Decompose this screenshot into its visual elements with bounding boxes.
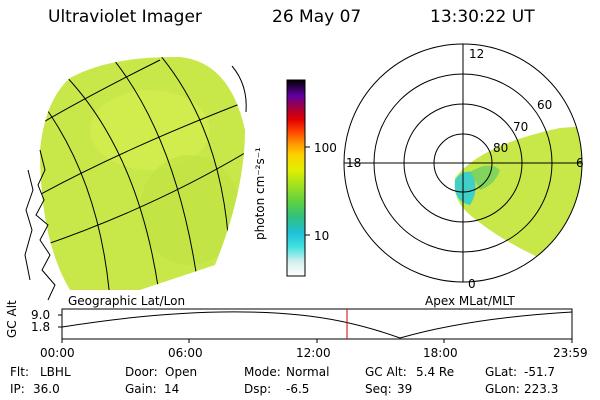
date-label: 26 May 07 [272,7,362,27]
altitude-ylabel: GC Alt [5,300,19,338]
status-seq-value: 39 [397,382,413,396]
altitude-curve [61,311,573,339]
status-gain-value: 14 [164,382,180,396]
status-flt-label: Flt: [10,365,29,379]
polar-mlt-6: 6 [576,156,584,170]
limb-arc [231,65,247,113]
altitude-ytick-high: 9.0 [31,308,51,322]
status-mode-label: Mode: [244,365,281,379]
time-tick-1200: 12:00 [296,346,331,360]
geographic-image [24,56,247,301]
status-ip-value: 36.0 [33,382,60,396]
polar-lat-80: 80 [493,141,509,155]
status-glon-value: 223.3 [524,382,559,396]
time-tick-0000: 00:00 [40,346,75,360]
status-seq-label: Seq: [365,382,392,396]
instrument-title: Ultraviolet Imager [48,7,202,27]
time-tick-1800: 18:00 [423,346,458,360]
status-ip-label: IP: [10,382,25,396]
polar-lat-60: 60 [537,98,553,112]
time-tick-2359: 23:59 [553,346,588,360]
coastline [35,149,56,301]
status-dsp-label: Dsp: [244,382,272,396]
colorbar-tick-100: 100 [314,141,337,155]
status-glat-value: -51.7 [524,365,556,379]
colorbar-tick-10: 10 [314,229,330,243]
colorbar-unit-label: photon cm⁻²s⁻¹ [253,147,267,240]
status-dsp-value: -6.5 [286,382,310,396]
polar-mlt-18: 18 [346,156,362,170]
status-gcalt-label: GC Alt: [365,365,407,379]
status-door-value: Open [165,365,198,379]
altitude-plot [58,308,573,343]
status-glon-label: GLon: [485,382,520,396]
status-gain-label: Gain: [125,382,157,396]
auroral-oval [454,125,582,259]
polar-mlt-0: 0 [468,277,476,291]
status-mode-value: Normal [286,365,330,379]
polar-lat-70: 70 [513,120,529,134]
status-door-label: Door: [125,365,158,379]
status-gcalt-value: 5.4 Re [416,365,455,379]
status-glat-label: GLat: [485,365,518,379]
geographic-grid [40,56,245,291]
geographic-panel-label: Geographic Lat/Lon [68,294,186,308]
apex-panel-label: Apex MLat/MLT [425,294,515,308]
time-tick-0600: 06:00 [168,346,203,360]
polar-mlt-12: 12 [469,47,485,61]
colorbar [286,79,310,277]
status-flt-value: LBHL [40,365,71,379]
polar-plot [343,43,583,283]
time-label: 13:30:22 UT [430,7,535,27]
altitude-ytick-low: 1.8 [31,320,51,334]
